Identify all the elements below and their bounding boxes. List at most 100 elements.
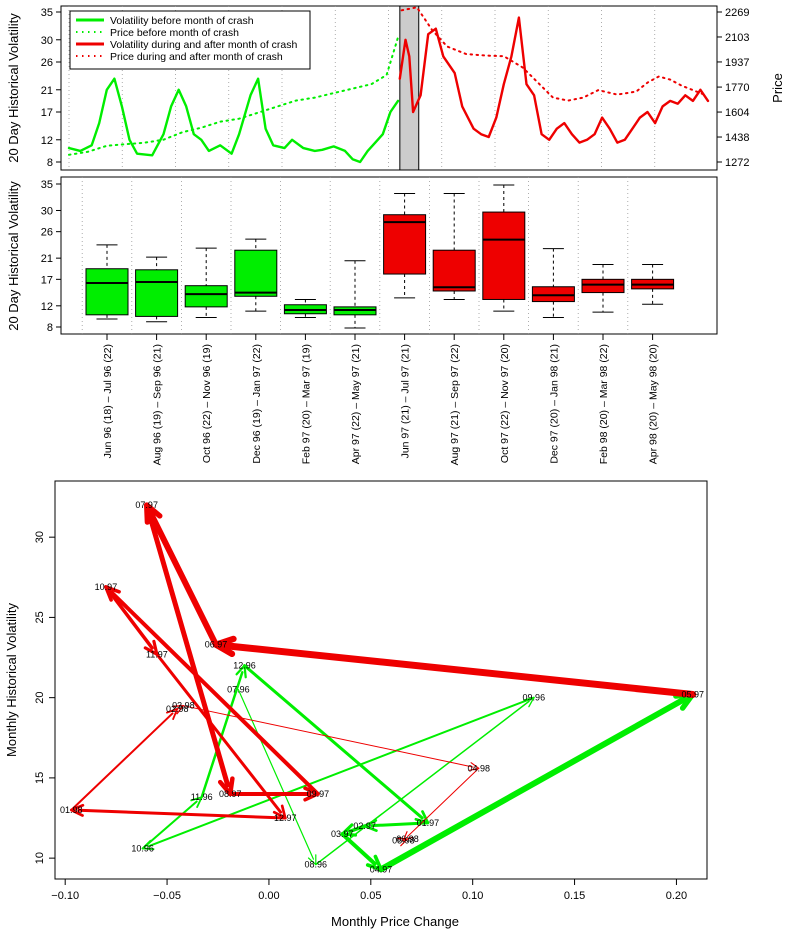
scatter-x-label: Monthly Price Change — [331, 914, 459, 929]
month-point-label: 11.96 — [191, 792, 213, 802]
scatter-x-tick-label: −0.10 — [51, 890, 79, 902]
boxplot-category-label: Jun 96 (18) – Jul 96 (22) — [102, 344, 114, 458]
legend-entry-vol-before: Volatility before month of crash — [110, 15, 254, 27]
box-iqr — [136, 270, 178, 317]
transition-arrow-shaft — [71, 713, 172, 810]
scatter-y-tick-label: 25 — [34, 611, 46, 623]
boxplot-category-labels: Jun 96 (18) – Jul 96 (22) Aug 96 (19) – S… — [102, 334, 660, 465]
timeseries-price-ticks: 1272 1438 1604 1770 1937 2103 2269 — [717, 7, 749, 169]
month-point-label: 07.96 — [227, 685, 250, 695]
scatter-x-tick-label: 0.15 — [564, 890, 585, 902]
timeseries-price-tick-label: 1604 — [725, 107, 749, 119]
transition-arrow-shaft — [79, 810, 285, 818]
timeseries-price-tick-label: 2103 — [725, 32, 749, 44]
timeseries-price-tick-label: 1438 — [725, 132, 749, 144]
month-point-label: 02.97 — [353, 821, 376, 831]
box-iqr — [532, 287, 574, 302]
timeseries-y-ticks: 8 12 17 21 26 30 35 — [41, 7, 61, 169]
boxplot-y-ticks: 8 12 17 21 26 30 35 — [41, 179, 61, 334]
boxplot-category-label: Oct 96 (22) – Nov 96 (19) — [201, 344, 213, 463]
month-point-label: 03.98 — [172, 701, 195, 711]
transition-arrow-shaft — [183, 706, 473, 767]
boxplot-y-tick-label: 35 — [41, 179, 53, 191]
boxplot-y-label: 20 Day Historical Volatility — [6, 181, 21, 331]
legend: Volatility before month of crash Price b… — [70, 11, 310, 69]
scatter-x-tick-label: 0.10 — [462, 890, 483, 902]
boxplot-y-tick-label: 26 — [41, 227, 53, 239]
box-iqr — [86, 269, 128, 315]
scatter-y-tick-label: 20 — [34, 692, 46, 704]
box-iqr — [433, 250, 475, 291]
transition-arrow-shaft — [381, 699, 684, 869]
boxplot-boxes — [86, 185, 674, 328]
timeseries-y-tick-label: 35 — [41, 7, 53, 19]
timeseries-y-tick-label: 8 — [47, 157, 53, 169]
scatter-x-tick-label: 0.05 — [360, 890, 381, 902]
month-point-label: 12.96 — [233, 661, 256, 671]
transition-arrow-shaft — [112, 593, 318, 794]
month-point-label: 10.97 — [95, 582, 118, 592]
scatter-frame — [55, 481, 707, 879]
timeseries-price-tick-label: 2269 — [725, 7, 749, 19]
month-point-label: 06.98 — [396, 834, 419, 844]
scatter-x-tick-label: 0.00 — [258, 890, 279, 902]
month-point-label: 07.97 — [135, 500, 158, 510]
timeseries-y-tick-label: 30 — [41, 35, 53, 47]
transition-arrow-shaft — [143, 801, 197, 848]
boxplot-category-label: Dec 96 (19) – Jan 97 (22) — [251, 344, 263, 464]
boxplot-y-tick-label: 21 — [41, 253, 53, 265]
boxplot-category-label: Dec 97 (20) – Jan 98 (21) — [548, 344, 560, 464]
month-point-label: 11.97 — [146, 649, 168, 659]
transition-arrow-shaft — [227, 646, 693, 695]
boxplot-y-tick-label: 17 — [41, 274, 53, 286]
month-point-label: 03.97 — [331, 829, 354, 839]
month-point-label: 05.97 — [681, 689, 704, 699]
timeseries-y-tick-label: 21 — [41, 85, 53, 97]
box-iqr — [235, 250, 277, 296]
month-point-label: 06.97 — [205, 640, 228, 650]
timeseries-price-tick-label: 1937 — [725, 57, 749, 69]
boxplot-y-tick-label: 12 — [41, 301, 53, 313]
scatter-y-label: Monthly Historical Volatility — [4, 603, 19, 757]
scatter-panel: 07.9608.9609.9610.9611.9612.9601.9702.97… — [4, 481, 707, 929]
boxplot-panel: 8 12 17 21 26 30 35 Jun 96 (18) – Jul 96 (22) A… — [6, 177, 717, 465]
timeseries-price-tick-label: 1272 — [725, 157, 749, 169]
scatter-y-tick-label: 15 — [34, 772, 46, 784]
timeseries-y-tick-label: 12 — [41, 135, 53, 147]
scatter-y-tick-label: 30 — [34, 531, 46, 543]
boxplot-category-label: Jun 97 (21) – Jul 97 (21) — [400, 344, 412, 458]
timeseries-panel: 8 12 17 21 26 30 35 1272 1438 1604 1770 1937 2103 22… — [6, 6, 785, 170]
boxplot-category-label: Aug 97 (21) – Sep 97 (22) — [449, 344, 461, 465]
box-iqr — [384, 215, 426, 274]
month-point-label: 10.96 — [131, 844, 154, 854]
month-point-label: 08.96 — [305, 860, 328, 870]
scatter-x-ticks: −0.10 −0.05 0.00 0.05 0.10 0.15 0.20 — [51, 879, 687, 902]
box-iqr — [483, 212, 525, 299]
boxplot-y-tick-label: 8 — [47, 322, 53, 334]
boxplot-category-label: Apr 97 (22) – May 97 (21) — [350, 344, 362, 464]
timeseries-price-tick-label: 1770 — [725, 82, 749, 94]
transition-arrow-shaft — [106, 587, 152, 648]
scatter-x-tick-label: 0.20 — [666, 890, 687, 902]
month-point-label: 08.97 — [219, 789, 242, 799]
legend-entry-price-after: Price during and after month of crash — [110, 51, 283, 63]
crash-month-band — [400, 6, 419, 170]
timeseries-y-tick-label: 26 — [41, 57, 53, 69]
legend-entry-price-before: Price before month of crash — [110, 27, 239, 39]
boxplot-category-label: Aug 96 (19) – Sep 96 (21) — [152, 344, 164, 465]
timeseries-y-tick-label: 17 — [41, 107, 53, 119]
scatter-x-tick-label: −0.05 — [153, 890, 181, 902]
legend-entry-vol-after: Volatility during and after month of cra… — [110, 39, 298, 51]
boxplot-category-label: Apr 98 (20) – May 98 (20) — [648, 344, 660, 464]
price-after-line — [402, 7, 705, 100]
month-point-label: 09.96 — [523, 693, 546, 703]
month-point-label: 04.98 — [468, 763, 491, 773]
timeseries-price-label: Price — [770, 73, 785, 103]
boxplot-y-tick-label: 30 — [41, 205, 53, 217]
volatility-after-line — [400, 18, 708, 143]
month-point-label: 01.98 — [60, 805, 83, 815]
month-point-label: 04.97 — [370, 864, 393, 874]
